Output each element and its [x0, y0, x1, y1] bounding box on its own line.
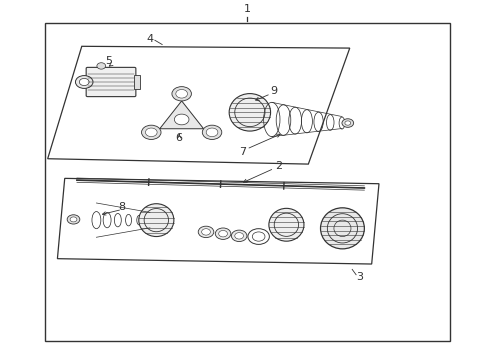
- Circle shape: [67, 215, 80, 224]
- Text: 5: 5: [105, 55, 112, 66]
- Circle shape: [97, 63, 106, 69]
- Circle shape: [142, 125, 161, 139]
- Circle shape: [345, 121, 351, 125]
- Circle shape: [146, 128, 157, 136]
- Text: 9: 9: [270, 86, 278, 96]
- Circle shape: [231, 230, 247, 242]
- Circle shape: [342, 119, 354, 127]
- Text: 2: 2: [275, 161, 283, 171]
- Circle shape: [215, 228, 231, 239]
- Circle shape: [176, 90, 188, 98]
- FancyBboxPatch shape: [86, 67, 136, 96]
- Text: 7: 7: [239, 147, 246, 157]
- Circle shape: [202, 229, 210, 235]
- Circle shape: [79, 78, 89, 86]
- Circle shape: [198, 226, 214, 238]
- Circle shape: [75, 76, 93, 89]
- Circle shape: [235, 233, 244, 239]
- Text: 4: 4: [147, 34, 153, 44]
- Bar: [45, 23, 450, 341]
- Text: 6: 6: [176, 133, 183, 143]
- Text: 1: 1: [244, 4, 251, 14]
- Circle shape: [202, 125, 222, 139]
- Ellipse shape: [139, 204, 174, 237]
- Ellipse shape: [269, 208, 304, 241]
- Polygon shape: [160, 101, 204, 129]
- Ellipse shape: [229, 94, 270, 131]
- Circle shape: [172, 87, 192, 101]
- Circle shape: [206, 128, 218, 136]
- Bar: [134, 75, 140, 89]
- Circle shape: [70, 217, 77, 222]
- Text: 3: 3: [356, 272, 363, 282]
- Circle shape: [219, 230, 227, 237]
- Circle shape: [174, 114, 189, 125]
- Ellipse shape: [320, 208, 365, 249]
- Text: 8: 8: [119, 202, 126, 212]
